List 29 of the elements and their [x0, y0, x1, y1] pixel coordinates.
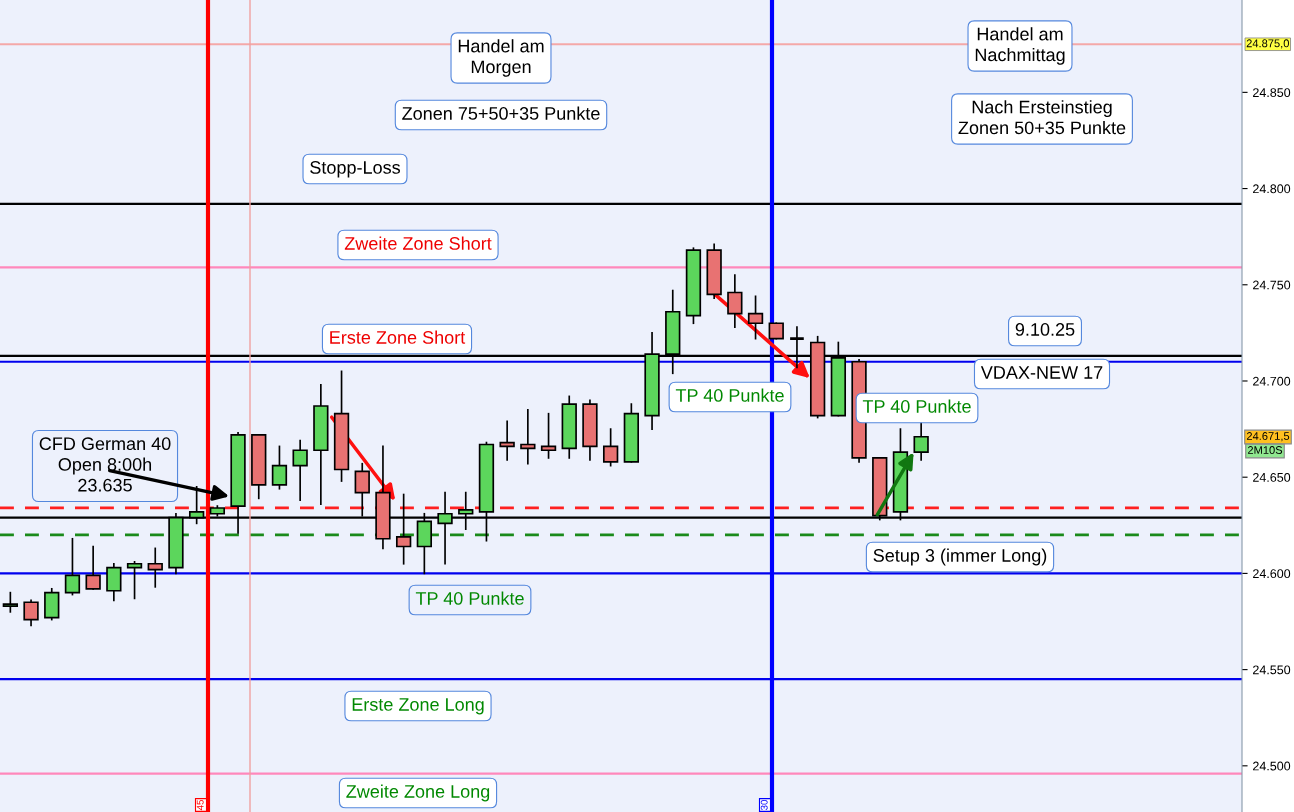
y-tick-label: 24.550 [1253, 665, 1291, 675]
annotation: TP 40 Punkte [862, 399, 971, 413]
y-tick-label: 24.800 [1253, 184, 1291, 194]
annotation: Nach Ersteinstieg Zonen 50+35 Punkte [958, 100, 1126, 135]
y-tick-label: 24.750 [1253, 280, 1291, 290]
annotation: Stopp-Loss [310, 161, 401, 178]
ref-line-label: 24.875,0 [1246, 39, 1289, 49]
annotation: 30 [760, 799, 768, 811]
annotation: Zweite Zone Short [344, 236, 492, 250]
y-tick-label: 24.700 [1253, 376, 1291, 386]
text: 2M10S [1247, 446, 1283, 454]
annotation: Setup 3 (immer Long) [873, 548, 1047, 566]
annotation: TP 40 Punkte [675, 388, 784, 402]
annotation: VDAX-NEW 17 [980, 366, 1103, 379]
annotation: 9.10.25 [1015, 323, 1075, 336]
annotation: Handel am Nachmittag [975, 27, 1065, 65]
y-tick-label: 24.600 [1253, 569, 1291, 579]
annotation: 45 [196, 799, 204, 811]
annotation: Zonen 75+50+35 Punkte [402, 106, 600, 120]
annotation: CFD German 40 Open 8:00h 23.635 [39, 437, 171, 492]
annotation: Erste Zone Long [352, 698, 484, 715]
y-tick-label: 24.500 [1253, 761, 1291, 771]
annotation: Handel am Morgen [458, 39, 544, 77]
annotation: Erste Zone Short [330, 330, 466, 344]
annotation: TP 40 Punkte [415, 591, 524, 605]
y-tick-label: 24.850 [1253, 88, 1291, 98]
y-tick-label: 24.650 [1253, 473, 1291, 482]
text: 24.671,5 [1246, 432, 1290, 442]
annotation: Zweite Zone Long [346, 784, 490, 802]
